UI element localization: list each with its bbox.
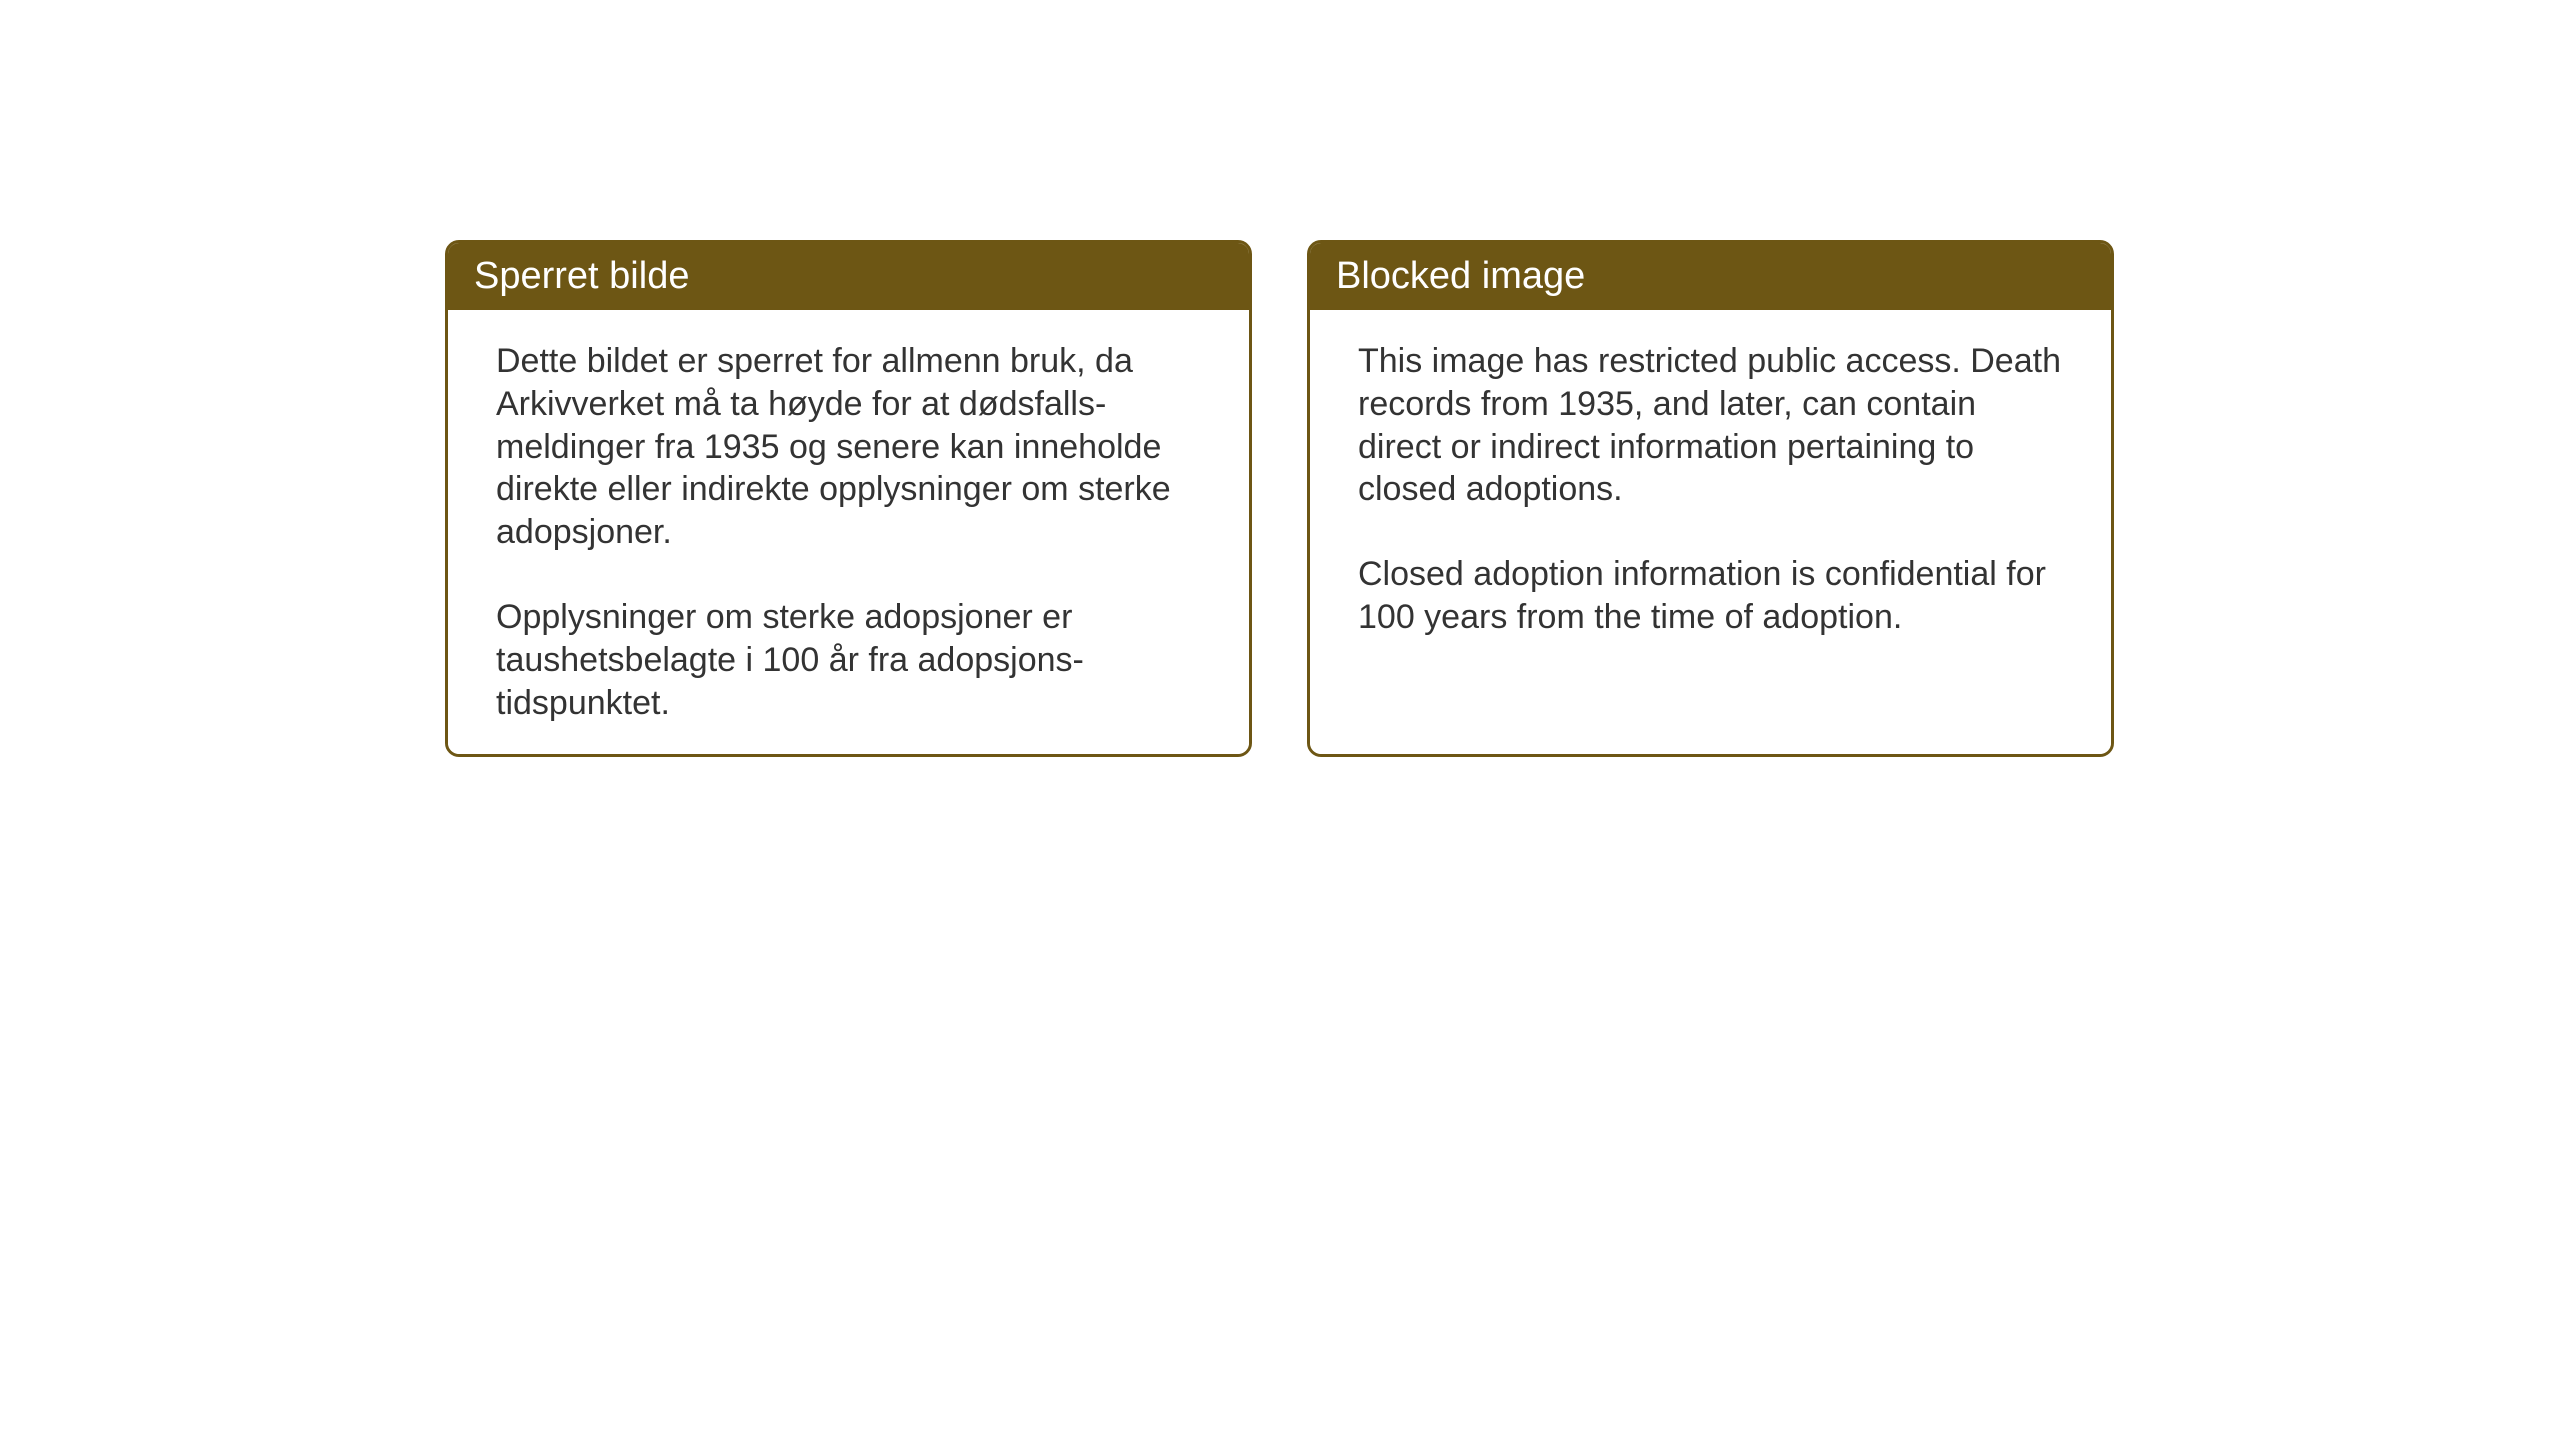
english-notice-card: Blocked image This image has restricted … (1307, 240, 2114, 757)
norwegian-card-title: Sperret bilde (474, 255, 689, 297)
english-card-header: Blocked image (1310, 243, 2111, 310)
norwegian-paragraph-1: Dette bildet er sperret for allmenn bruk… (496, 340, 1201, 554)
english-card-body: This image has restricted public access.… (1310, 310, 2111, 754)
norwegian-notice-card: Sperret bilde Dette bildet er sperret fo… (445, 240, 1252, 757)
norwegian-paragraph-2: Opplysninger om sterke adopsjoner er tau… (496, 596, 1201, 724)
notice-cards-container: Sperret bilde Dette bildet er sperret fo… (445, 240, 2560, 757)
norwegian-card-body: Dette bildet er sperret for allmenn bruk… (448, 310, 1249, 754)
english-paragraph-2: Closed adoption information is confident… (1358, 553, 2063, 639)
english-paragraph-1: This image has restricted public access.… (1358, 340, 2063, 511)
english-card-title: Blocked image (1336, 255, 1585, 297)
norwegian-card-header: Sperret bilde (448, 243, 1249, 310)
